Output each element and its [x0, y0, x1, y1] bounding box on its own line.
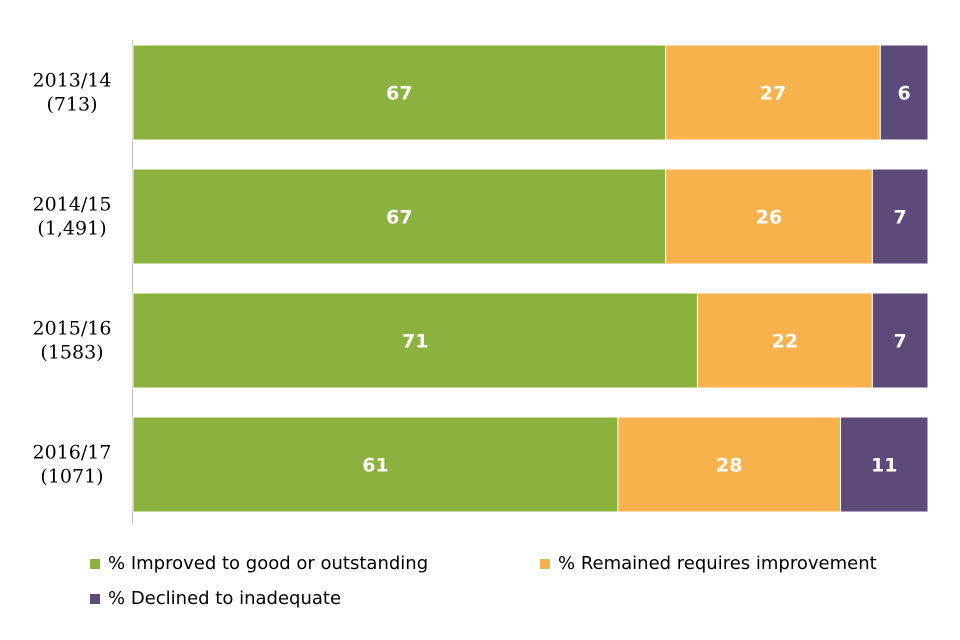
category-label-line-2-0: 2015/16	[33, 318, 112, 340]
bar-remained-3	[617, 416, 842, 513]
data-label-remained-1: 26	[756, 207, 782, 229]
category-label-line-2-1: (1583)	[40, 342, 103, 364]
category-label-line-1-1: (1,491)	[37, 218, 106, 240]
category-labels-group: 2013/14 (713)2014/15 (1,491)2015/16 (1583)2…	[33, 70, 112, 488]
data-label-remained-3: 28	[716, 455, 742, 477]
bars-group: 67 27 6 67 26 7 71 22 7 61 28 11	[132, 44, 929, 513]
data-label-remained-2: 22	[772, 331, 798, 353]
data-label-declined-1: 7	[894, 207, 907, 229]
category-label-line-3-1: (1071)	[40, 466, 103, 488]
bar-improved-0	[132, 44, 667, 141]
data-label-improved-2: 71	[402, 331, 428, 353]
data-label-improved-1: 67	[386, 207, 412, 229]
bar-declined-2	[871, 292, 929, 389]
category-label-3: 2016/17 (1071)	[33, 442, 112, 488]
bar-declined-3	[840, 416, 929, 513]
category-label-1: 2014/15 (1,491)	[33, 194, 112, 240]
data-label-declined-0: 6	[898, 83, 911, 105]
bar-remained-2	[696, 292, 873, 389]
data-label-declined-2: 7	[894, 331, 907, 353]
category-label-line-3-0: 2016/17	[33, 442, 112, 464]
bar-improved-3	[132, 416, 619, 513]
category-label-line-0-1: (713)	[46, 94, 97, 116]
bar-declined-1	[871, 168, 929, 265]
data-label-declined-3: 11	[871, 455, 897, 477]
bar-remained-0	[665, 44, 881, 141]
category-label-line-0-0: 2013/14	[33, 70, 112, 92]
bar-declined-0	[879, 44, 929, 141]
category-label-line-1-0: 2014/15	[33, 194, 112, 216]
data-label-improved-3: 61	[362, 455, 388, 477]
category-label-0: 2013/14 (713)	[33, 70, 112, 116]
data-label-remained-0: 27	[760, 83, 786, 105]
data-label-improved-0: 67	[386, 83, 412, 105]
category-label-2: 2015/16 (1583)	[33, 318, 112, 364]
